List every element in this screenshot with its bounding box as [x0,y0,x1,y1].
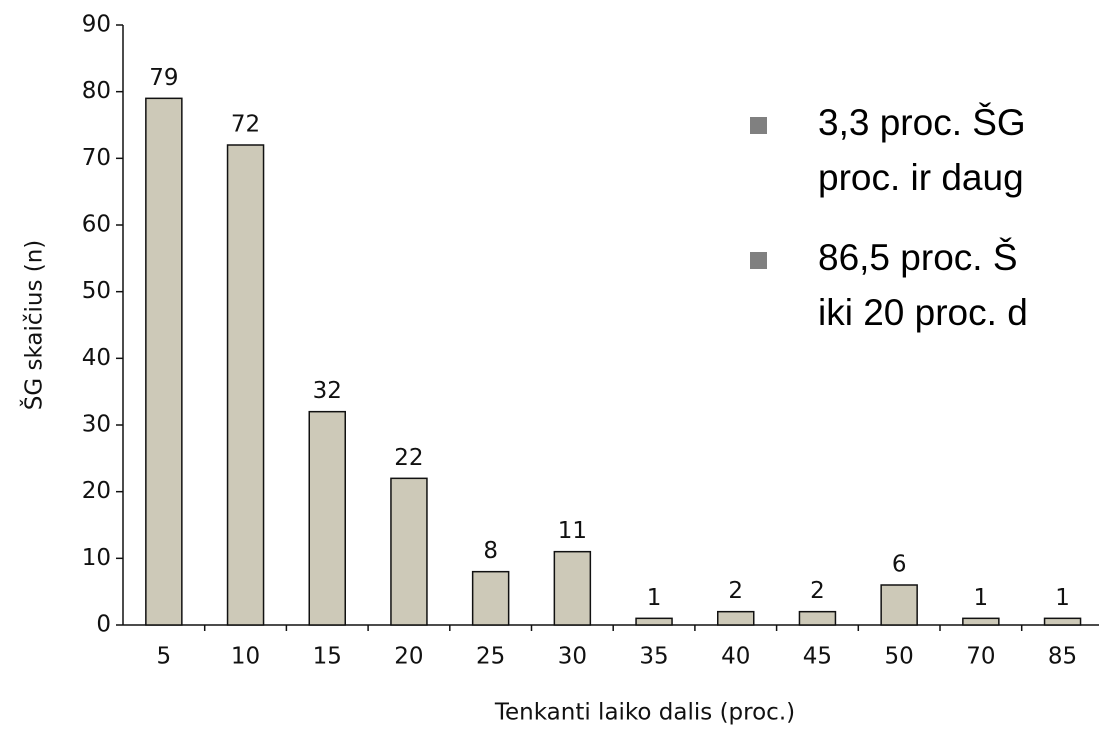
value-label: 72 [231,112,260,138]
y-tick-label: 90 [82,12,111,38]
bar [145,97,183,626]
bar [717,610,755,626]
x-tick-label: 50 [885,644,914,670]
value-label: 32 [313,378,342,404]
x-tick-label: 85 [1048,644,1077,670]
y-axis-label: ŠG skaičius (n) [20,240,48,411]
x-tick-label: 70 [966,644,995,670]
value-label: 1 [647,585,662,611]
x-tick-label: 35 [639,644,668,670]
value-label: 11 [558,518,587,544]
y-tick-label: 30 [82,412,111,438]
annotation: iki 20 proc. d [818,292,1028,333]
y-tick-label: 20 [82,478,111,504]
value-label: 1 [1055,585,1070,611]
x-tick-label: 5 [157,644,172,670]
y-tick-label: 0 [96,612,111,638]
y-tick-label: 10 [82,545,111,571]
bar [880,584,918,626]
bar [390,477,428,626]
bar [308,410,346,626]
x-tick-label: 10 [231,644,260,670]
value-label: 79 [149,65,178,91]
bar [635,617,673,626]
value-label: 1 [974,585,989,611]
value-label: 2 [810,578,825,604]
value-label: 2 [728,578,743,604]
bar [471,570,510,626]
annotation: 3,3 proc. ŠG [818,102,1026,143]
annotation: 86,5 proc. Š [818,237,1018,278]
x-tick-label: 15 [313,644,342,670]
bar [798,610,837,626]
bar [226,144,265,626]
bar [1043,617,1082,626]
y-tick-label: 50 [82,278,111,304]
x-tick-label: 30 [558,644,587,670]
y-tick-label: 70 [82,145,111,171]
y-tick-label: 60 [82,212,111,238]
x-tick-label: 45 [803,644,832,670]
bar [553,550,592,626]
annotation: proc. ir daug [818,157,1024,198]
x-tick-label: 25 [476,644,505,670]
bar [962,617,1000,626]
value-label: 8 [483,538,498,564]
x-tick-label: 40 [721,644,750,670]
value-label: 6 [892,552,907,578]
bullet [750,252,767,269]
value-label: 22 [394,445,423,471]
x-tick-label: 20 [394,644,423,670]
y-tick-label: 40 [82,345,111,371]
bullet [750,117,767,134]
y-tick-label: 80 [82,78,111,104]
x-axis-label: Tenkanti laiko dalis (proc.) [494,700,795,726]
